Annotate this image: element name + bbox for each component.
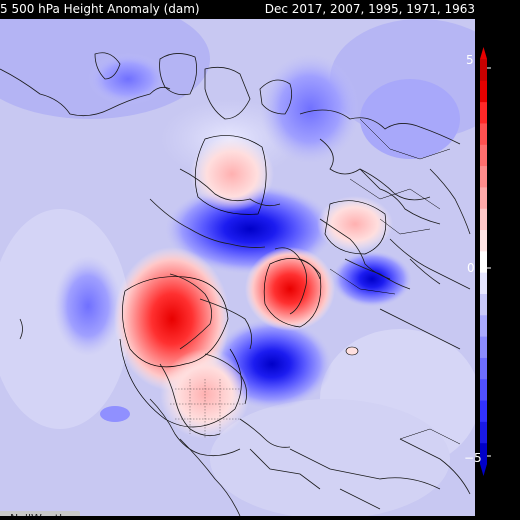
state-borders <box>170 379 245 439</box>
colorbar-step <box>480 165 487 188</box>
colorbar-step <box>480 378 487 401</box>
colorbar-min-arrow <box>480 464 487 476</box>
colorbar-step <box>480 208 487 231</box>
colorbar-step <box>480 229 487 252</box>
map-title: 5 500 hPa Height Anomaly (dam) <box>0 2 200 16</box>
colorbar-label-zero: 0 <box>467 261 475 275</box>
colorbar-step <box>480 442 487 465</box>
blue-anomaly-siberia <box>260 54 360 164</box>
colorbar-step <box>480 59 487 81</box>
colorbar-step <box>480 101 487 124</box>
colorbar-step <box>480 357 487 380</box>
colorbar-step <box>480 250 487 273</box>
title-bar: 5 500 hPa Height Anomaly (dam) Dec 2017,… <box>0 0 520 19</box>
colorbar-step <box>480 272 487 294</box>
colorbar-steps <box>480 59 487 465</box>
colorbar-step <box>480 400 487 422</box>
colorbar-step <box>480 336 487 358</box>
country-borders <box>329 118 461 445</box>
red-anomaly-greenland <box>245 247 335 331</box>
colorbar-step <box>480 144 487 167</box>
colorbar-step <box>480 186 487 209</box>
colorbar-step <box>480 80 487 103</box>
colorbar-step <box>480 293 487 316</box>
colorbar-step <box>480 314 487 337</box>
colorbar <box>475 19 520 516</box>
blue-anomaly-europe <box>332 251 412 307</box>
red-anomaly-siberia <box>190 136 274 212</box>
colorbar-step <box>480 421 487 444</box>
colorbar-label-max: 5 <box>466 53 474 67</box>
red-anomaly-scandinavia <box>317 196 393 252</box>
watermark: nNollWeather <box>0 511 81 516</box>
analog-years: Dec 2017, 2007, 1995, 1971, 1963 <box>264 2 475 16</box>
blue-anomaly-pacific <box>54 256 122 356</box>
colorbar-max-arrow <box>480 47 487 59</box>
anomaly-map: nNollWeather <box>0 19 475 516</box>
colorbar-label-min: −5 <box>464 451 482 465</box>
colorbar-step <box>480 122 487 145</box>
blue-anomaly-alaska <box>88 53 168 105</box>
coastlines <box>0 52 471 516</box>
